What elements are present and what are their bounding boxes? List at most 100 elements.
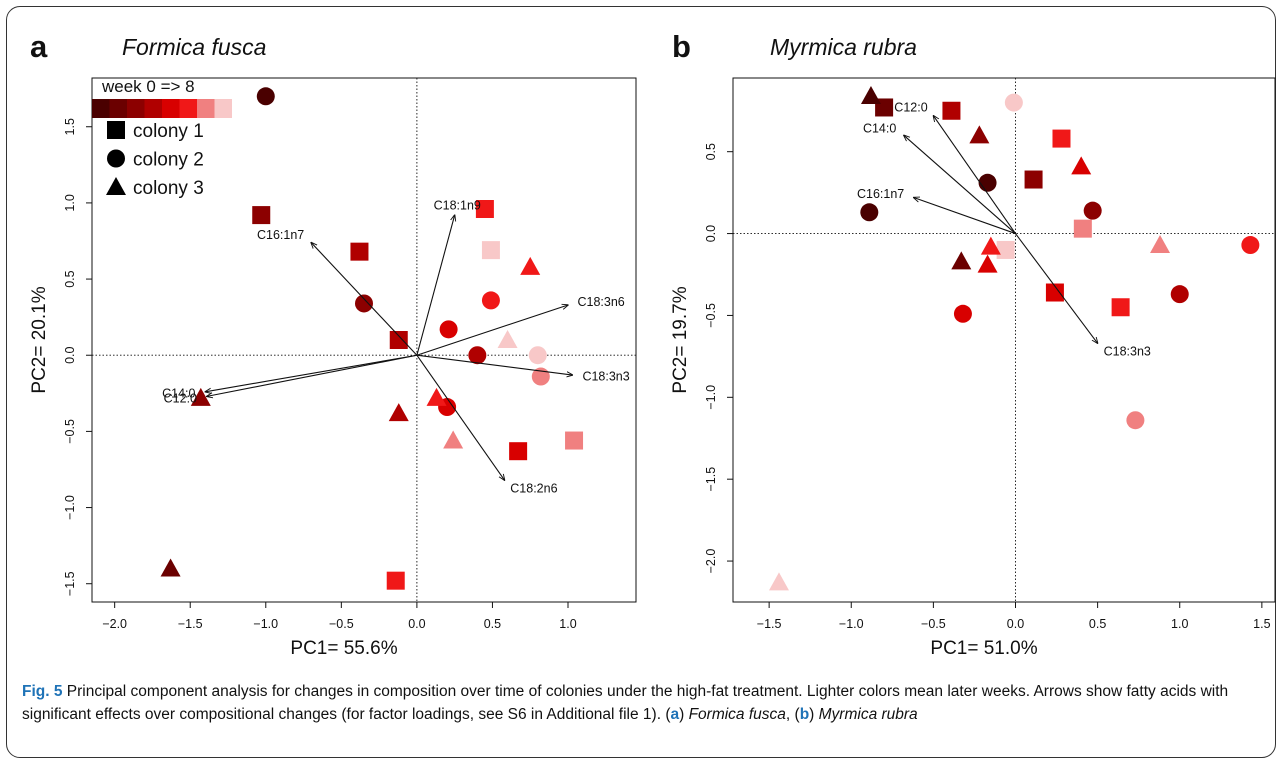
y-axis-label: PC2= 20.1% <box>29 286 50 393</box>
arrow-label: C14:0 <box>863 122 896 136</box>
data-point <box>860 203 879 222</box>
x-tick-label: 1.0 <box>1171 617 1188 631</box>
loading-arrow <box>416 305 568 356</box>
data-point <box>1073 219 1092 238</box>
loading-arrow <box>207 354 417 396</box>
legend-gradient-swatch <box>179 99 197 118</box>
data-point <box>386 571 405 590</box>
arrow-label: C14:0 <box>162 386 195 400</box>
arrow-label: C16:1n7 <box>857 187 904 201</box>
legend-gradient-swatch <box>92 99 110 118</box>
y-axis-label: PC2= 19.7% <box>670 286 691 393</box>
x-tick-label: 0.5 <box>484 617 501 631</box>
y-tick-label: 0.5 <box>704 143 718 160</box>
arrow-label: C12:0 <box>894 100 927 114</box>
caption-species-b: Myrmica rubra <box>818 706 918 723</box>
figure-caption: Fig. 5 Principal component analysis for … <box>22 683 1229 723</box>
loading-arrow <box>933 116 1016 234</box>
data-point <box>355 294 373 313</box>
arrow-label: C18:3n6 <box>577 295 624 309</box>
y-tick-label: −2.0 <box>704 549 718 574</box>
data-point <box>475 200 494 218</box>
legend-label: colony 1 <box>133 121 204 142</box>
x-tick-label: 1.0 <box>559 617 576 631</box>
y-tick-label: 0.0 <box>704 225 718 242</box>
loading-arrow <box>416 354 573 375</box>
y-tick-label: 1.5 <box>63 118 77 135</box>
data-point <box>443 430 464 449</box>
loading-arrow <box>416 354 505 480</box>
legend-gradient-label: week 0 => 8 <box>101 77 195 96</box>
x-tick-label: −1.5 <box>757 617 782 631</box>
chart-panel-b: b Myrmica rubra −1.5 −1.0 −0.5 0.0 0.5 1.0 1.5 −2… <box>670 29 1276 659</box>
x-tick-label: 0.5 <box>1089 617 1106 631</box>
y-tick-label: −1.5 <box>704 467 718 492</box>
y-tick-label: −0.5 <box>63 419 77 444</box>
data-point <box>389 331 408 349</box>
data-point <box>1170 285 1189 304</box>
loading-arrow <box>311 243 418 356</box>
legend-label: colony 3 <box>133 178 204 199</box>
data-point <box>481 291 500 310</box>
panel-title: Myrmica rubra <box>770 34 917 60</box>
loading-arrow <box>205 354 417 392</box>
loading-arrow <box>416 215 455 356</box>
loading-arrow <box>1015 233 1097 344</box>
data-point <box>980 236 1001 255</box>
data-point <box>978 173 997 192</box>
data-point <box>190 387 211 406</box>
arrow-label: C18:3n3 <box>582 369 629 383</box>
x-tick-label: 1.5 <box>1253 617 1270 631</box>
y-tick-label: 0.0 <box>63 347 77 364</box>
arrow-label: C18:1n9 <box>434 198 481 212</box>
loading-arrow <box>904 135 1016 234</box>
data-point <box>768 572 789 591</box>
chart-panel-a: a Formica fusca −2.0 −1.5 −1.0 −0.5 0.0 0.5 1.0 −… <box>29 29 637 659</box>
data-point <box>388 403 409 422</box>
plot-frame <box>732 77 1276 603</box>
data-point <box>565 431 584 450</box>
data-point <box>520 256 541 275</box>
legend-gradient-swatch <box>197 99 215 118</box>
caption-separator: , ( <box>785 706 800 723</box>
x-tick-label: −1.5 <box>178 617 203 631</box>
data-point <box>481 241 500 260</box>
data-point <box>509 442 528 461</box>
caption-panel-a: a <box>670 706 680 723</box>
data-point <box>953 304 972 323</box>
data-point <box>350 242 369 261</box>
x-tick-label: −2.0 <box>102 617 127 631</box>
data-point <box>160 558 181 577</box>
data-point <box>1024 170 1043 189</box>
panel-letter: a <box>30 29 48 64</box>
caption-species-a: Formica fusca <box>688 706 786 723</box>
legend-gradient-swatch <box>144 99 162 118</box>
legend-label: colony 2 <box>133 150 204 171</box>
arrow-label: C12:0 <box>164 391 197 405</box>
caption-text: Principal component analysis for changes… <box>22 683 1229 723</box>
arrow-label: C18:2n6 <box>510 481 557 495</box>
data-point <box>969 125 990 144</box>
y-tick-label: −0.5 <box>704 303 718 328</box>
data-point <box>1111 298 1130 317</box>
data-point <box>1241 236 1260 255</box>
x-tick-label: −1.0 <box>253 617 278 631</box>
arrow-label: C18:3n3 <box>1104 344 1151 358</box>
legend-gradient-swatch <box>214 99 232 118</box>
data-point <box>439 320 458 339</box>
y-tick-label: −1.5 <box>63 571 77 596</box>
panel-letter: b <box>672 29 691 64</box>
data-point <box>426 387 447 406</box>
plot-frame <box>91 77 637 603</box>
data-point <box>1126 411 1145 430</box>
x-tick-label: −1.0 <box>839 617 864 631</box>
x-tick-label: 0.0 <box>1007 617 1024 631</box>
x-tick-label: −0.5 <box>329 617 354 631</box>
data-point <box>1150 235 1171 254</box>
caption-panel-b: b <box>799 706 810 723</box>
data-point <box>1071 156 1092 175</box>
y-tick-label: −1.0 <box>704 385 718 410</box>
data-point <box>951 251 972 270</box>
data-point <box>1045 283 1064 302</box>
data-point <box>528 346 547 365</box>
